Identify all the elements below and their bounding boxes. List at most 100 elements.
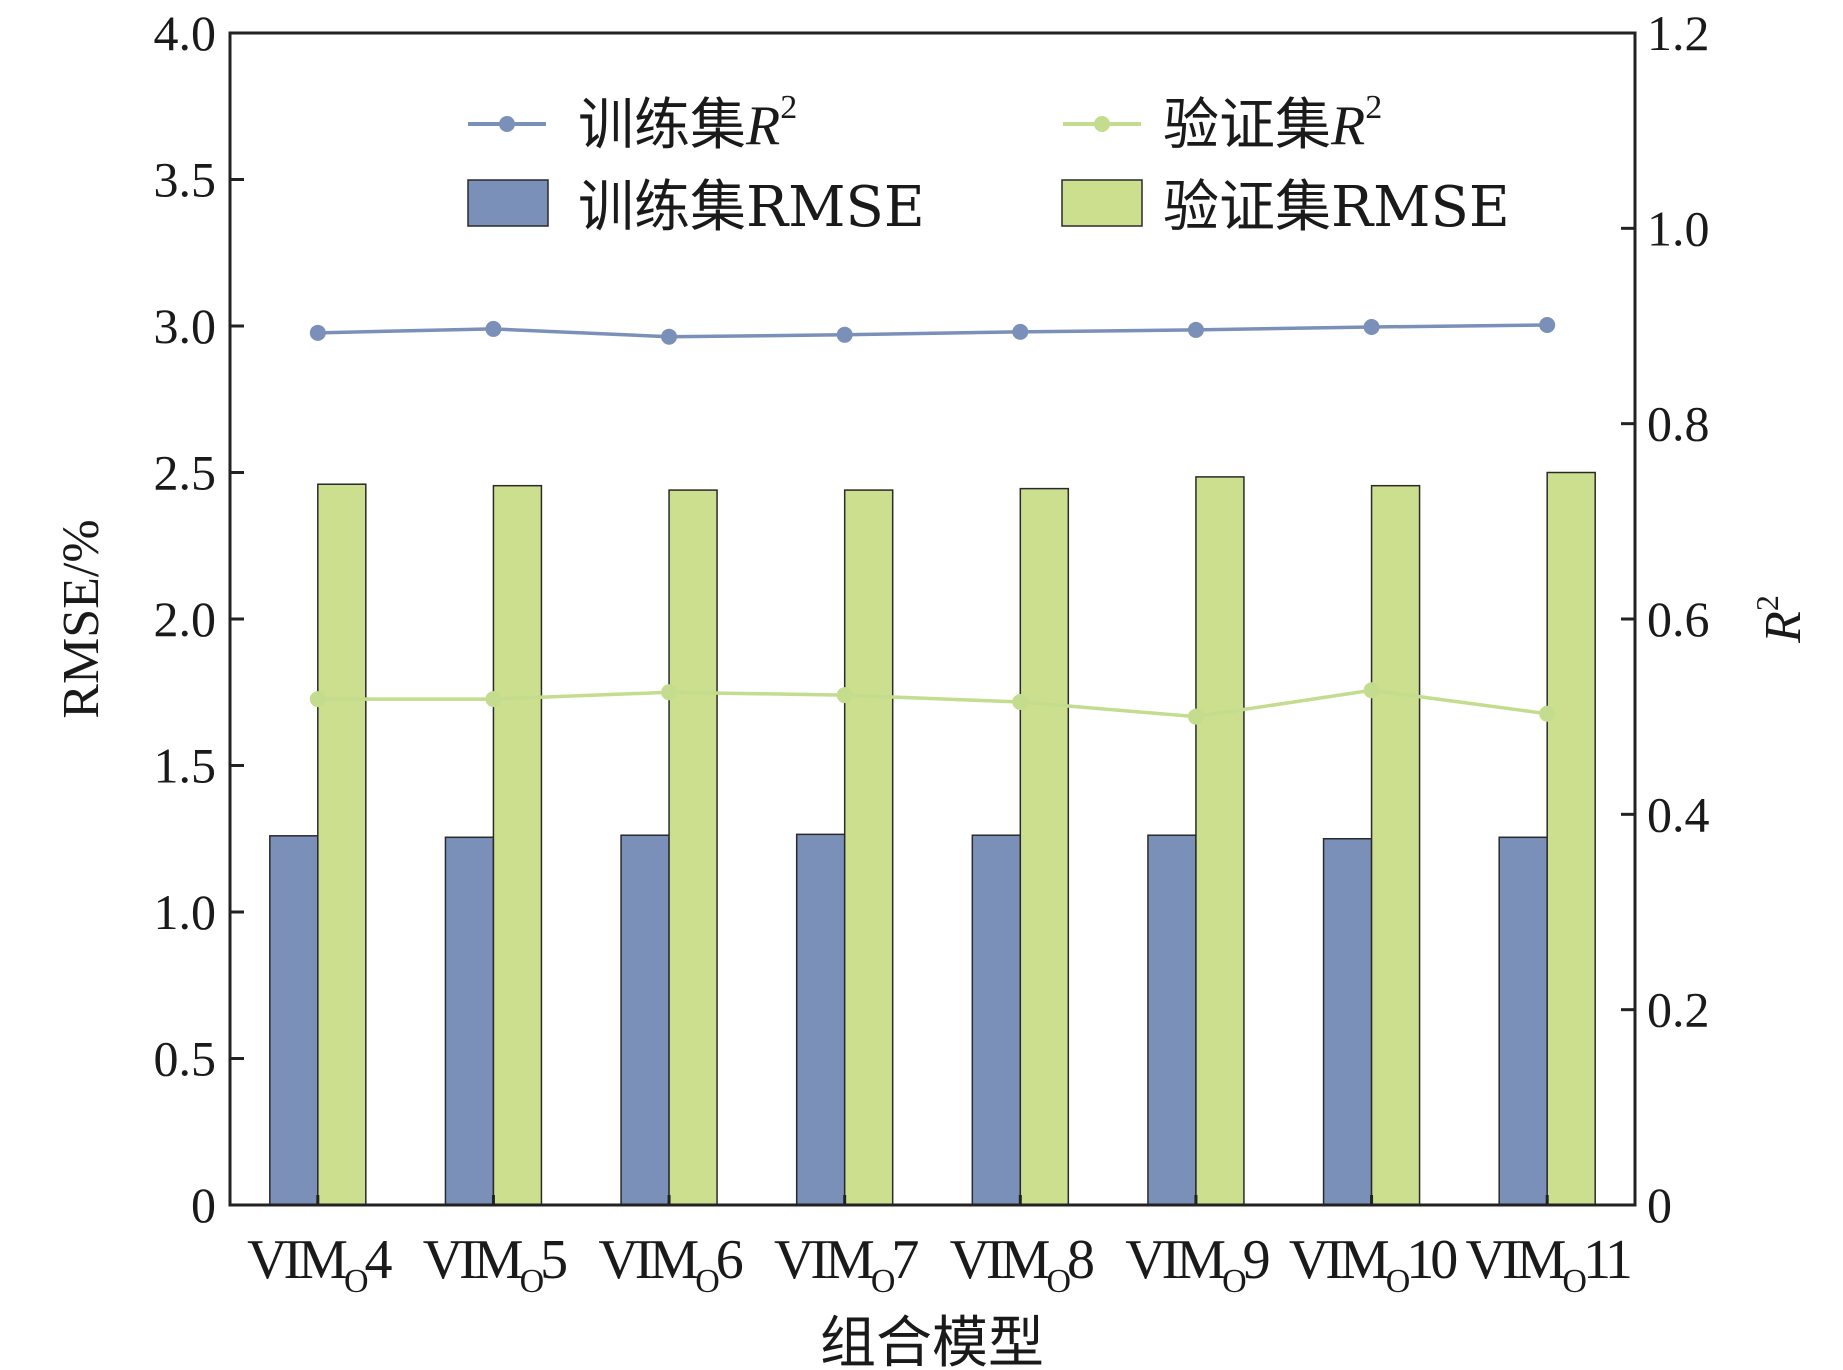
left-tick-label-8: 4.0 — [154, 5, 217, 61]
x-axis-title: 组合模型 — [820, 1311, 1044, 1370]
left-tick-label-4: 2.0 — [154, 591, 217, 647]
category-label-2: VIMO6 — [598, 1229, 742, 1300]
legend-label-val-r2-name: 验证集 — [1163, 93, 1331, 158]
legend-label-train-r2-italic: R — [745, 95, 780, 157]
left-tick-label-1: 0.5 — [154, 1031, 217, 1087]
left-tick-label-7: 3.5 — [154, 152, 217, 208]
legend-label-val-rmse: 验证集RMSE — [1163, 175, 1510, 240]
bar-val-rmse-6 — [1370, 484, 1421, 1206]
right-tick-label-6: 1.2 — [1647, 5, 1710, 61]
category-label-1: VIMO5 — [423, 1229, 566, 1300]
point-train-r2-6 — [1363, 318, 1380, 335]
legend-swatch-val-r2-marker — [1094, 116, 1110, 132]
right-tick-label-3: 0.6 — [1647, 591, 1710, 647]
category-label-main-3: VIM — [774, 1229, 874, 1291]
legend-label-train-r2-name: 训练集 — [578, 93, 746, 158]
legend-swatch-train-r2-marker — [499, 116, 515, 132]
legend-label-val-r2: 验证集R2 — [1163, 89, 1382, 158]
bar-train-rmse-5 — [1147, 834, 1197, 1206]
left-axis-title: RMSE/% — [53, 519, 110, 718]
category-label-0: VIMO4 — [247, 1229, 392, 1300]
bar-val-rmse-1 — [492, 484, 543, 1206]
right-axis-title-letter: R — [1755, 611, 1812, 644]
right-tick-label-4: 0.8 — [1647, 396, 1710, 452]
right-tick-labels: 0 0.2 0.4 0.6 0.8 1.0 1.2 — [1647, 5, 1710, 1233]
right-tick-label-1: 0.2 — [1647, 982, 1710, 1038]
legend-label-train-rmse: 训练集RMSE — [578, 175, 925, 240]
category-label-num-2: 6 — [716, 1229, 743, 1291]
point-train-r2-2 — [661, 328, 678, 345]
bar-train-rmse-7 — [1498, 836, 1548, 1206]
bar-val-rmse-4 — [1019, 487, 1070, 1206]
legend-label-train-r2: 训练集R2 — [578, 89, 797, 158]
point-val-r2-7 — [1539, 705, 1556, 722]
category-label-4: VIMO8 — [950, 1229, 1093, 1300]
category-label-main-7: VIM — [1466, 1229, 1566, 1291]
legend-swatch-train-rmse — [467, 179, 549, 227]
bar-val-rmse-3 — [843, 489, 894, 1206]
bar-val-rmse-0 — [317, 483, 367, 1206]
point-train-r2-1 — [485, 320, 502, 337]
line-train-r2 — [317, 323, 1548, 339]
left-tick-label-5: 2.5 — [154, 445, 217, 501]
bar-val-rmse-5 — [1195, 476, 1245, 1206]
category-labels: VIMO4 VIMO5 VIMO6 VIMO7 VIMO8 VIMO9 VIMO10 VIMO… — [247, 1229, 1634, 1300]
point-val-r2-5 — [1187, 708, 1204, 725]
bar-train-rmse-4 — [971, 834, 1022, 1206]
lines-layer — [309, 317, 1556, 725]
bars-layer — [269, 471, 1596, 1206]
point-train-r2-4 — [1012, 323, 1029, 340]
category-label-main-0: VIM — [247, 1229, 347, 1291]
right-axis-title: R2 — [1749, 595, 1812, 644]
legend-label-val-r2-sup: 2 — [1365, 89, 1382, 126]
bar-train-rmse-2 — [620, 834, 670, 1206]
point-val-r2-2 — [661, 684, 678, 701]
legend-label-val-r2-italic: R — [1330, 95, 1365, 157]
left-tick-label-3: 1.5 — [154, 738, 217, 794]
bar-train-rmse-6 — [1322, 838, 1373, 1206]
legend-item-val-r2: 验证集R2 — [1063, 89, 1382, 158]
category-label-num-6: 10 — [1406, 1229, 1456, 1291]
point-val-r2-6 — [1363, 682, 1380, 699]
left-tick-labels: 0 0.5 1.0 1.5 2.0 2.5 3.0 3.5 4.0 — [154, 5, 217, 1233]
line-val-r2 — [317, 688, 1548, 719]
bar-train-rmse-0 — [269, 835, 319, 1206]
category-label-7: VIMO11 — [1466, 1229, 1630, 1300]
category-label-main-5: VIM — [1125, 1229, 1225, 1291]
right-tick-label-5: 1.0 — [1647, 200, 1710, 256]
right-axis-title-sup: 2 — [1749, 595, 1785, 611]
category-label-main-1: VIM — [423, 1229, 523, 1291]
point-train-r2-0 — [309, 324, 326, 341]
category-label-num-5: 9 — [1243, 1229, 1269, 1291]
point-train-r2-5 — [1187, 321, 1204, 338]
bar-val-rmse-7 — [1546, 471, 1596, 1206]
point-val-r2-4 — [1012, 694, 1029, 711]
category-label-num-0: 4 — [365, 1229, 393, 1291]
legend-item-train-r2: 训练集R2 — [468, 89, 797, 158]
point-val-r2-0 — [309, 691, 326, 708]
category-label-6: VIMO10 — [1289, 1229, 1456, 1300]
point-val-r2-3 — [836, 687, 853, 704]
category-label-main-4: VIM — [950, 1229, 1050, 1291]
legend-item-train-rmse: 训练集RMSE — [467, 175, 925, 240]
bar-train-rmse-3 — [795, 833, 846, 1206]
category-label-num-1: 5 — [540, 1229, 566, 1291]
point-train-r2-3 — [836, 326, 853, 343]
category-label-5: VIMO9 — [1125, 1229, 1268, 1300]
legend-swatch-val-rmse — [1061, 179, 1143, 227]
right-tick-label-2: 0.4 — [1647, 786, 1710, 842]
legend-item-val-rmse: 验证集RMSE — [1061, 175, 1510, 240]
category-label-main-2: VIM — [598, 1229, 698, 1291]
ticks-layer — [230, 31, 1635, 1207]
bar-val-rmse-2 — [668, 489, 718, 1206]
point-val-r2-1 — [485, 691, 502, 708]
category-label-num-7: 11 — [1583, 1229, 1630, 1291]
left-tick-label-0: 0 — [191, 1177, 216, 1233]
category-label-3: VIMO7 — [774, 1229, 918, 1300]
category-label-main-6: VIM — [1289, 1229, 1389, 1291]
bar-train-rmse-1 — [444, 836, 495, 1206]
legend: 训练集R2 验证集R2 训练集RMSE 验证集RMSE — [467, 89, 1510, 240]
right-tick-label-0: 0 — [1647, 1177, 1672, 1233]
category-label-num-4: 8 — [1067, 1229, 1093, 1291]
